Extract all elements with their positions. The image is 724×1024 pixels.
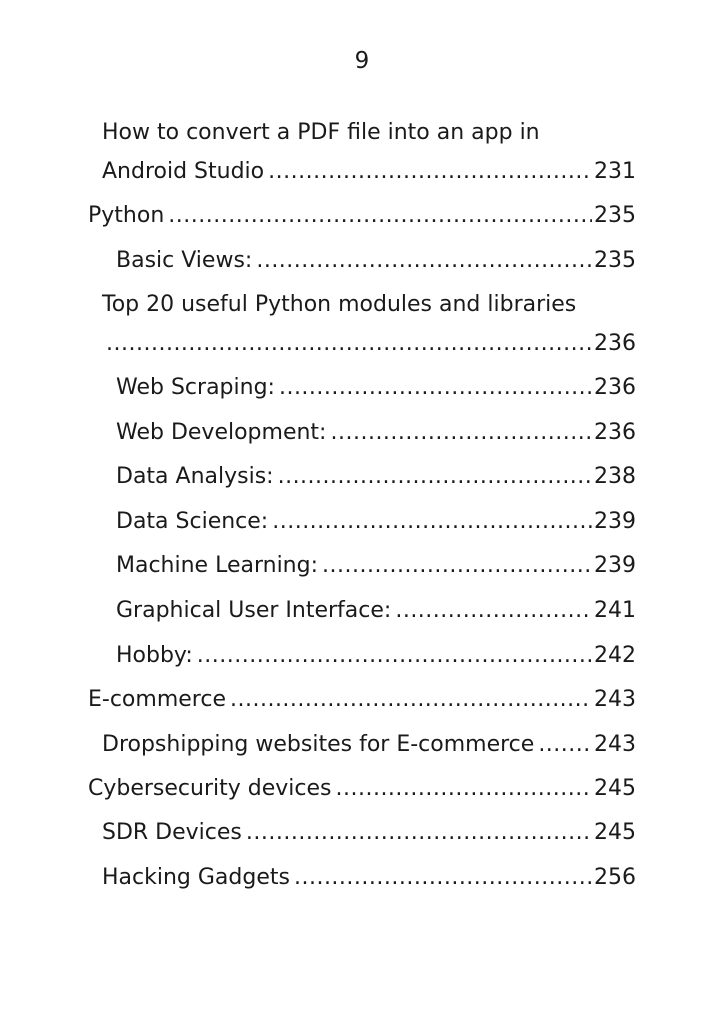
toc-dot-leader bbox=[538, 730, 592, 760]
toc-page-number: 239 bbox=[594, 509, 636, 534]
toc-dot-leader bbox=[230, 685, 592, 715]
toc-page-number: 236 bbox=[594, 420, 636, 445]
toc-entry[interactable]: Web Development: 236 bbox=[116, 418, 636, 448]
toc-page-number: 241 bbox=[594, 598, 636, 623]
toc-entry[interactable]: Dropshipping websites for E-commerce 243 bbox=[102, 730, 636, 760]
toc-page-number: 231 bbox=[594, 159, 636, 184]
toc-entry-title: Python bbox=[88, 203, 165, 228]
toc-dot-leader bbox=[268, 157, 592, 187]
toc-entry-title: Web Development: bbox=[116, 420, 327, 445]
toc-page-number: 236 bbox=[594, 375, 636, 400]
toc-entry[interactable]: Machine Learning: 239 bbox=[116, 551, 636, 581]
toc-entry-title: Dropshipping websites for E-commerce bbox=[102, 732, 535, 757]
toc-page-number: 243 bbox=[594, 732, 636, 757]
toc-dot-leader bbox=[279, 373, 592, 403]
toc-entry-title: Web Scraping: bbox=[116, 375, 275, 400]
toc-page-number: 235 bbox=[594, 248, 636, 273]
toc-dot-leader bbox=[294, 863, 592, 893]
toc-page-number: 239 bbox=[594, 553, 636, 578]
toc-page-number: 245 bbox=[594, 776, 636, 801]
toc-entry[interactable]: Basic Views: 235 bbox=[116, 246, 636, 276]
toc-page-number: 256 bbox=[594, 865, 636, 890]
toc-entry-title: SDR Devices bbox=[102, 820, 242, 845]
toc-entry[interactable]: Graphical User Interface: 241 bbox=[116, 596, 636, 626]
toc-entry-line1: How to convert a PDF file into an app in bbox=[102, 120, 540, 145]
toc-entry-title: Data Analysis: bbox=[116, 464, 274, 489]
toc-entry-title: Graphical User Interface: bbox=[116, 598, 392, 623]
toc-entry[interactable]: Hacking Gadgets 256 bbox=[102, 863, 636, 893]
toc-entry[interactable]: E-commerce 243 bbox=[88, 685, 636, 715]
toc-entry-title: Hobby: bbox=[116, 643, 193, 668]
toc-dot-leader bbox=[168, 201, 592, 231]
toc-page-number: 238 bbox=[594, 464, 636, 489]
toc-entry-line1: Top 20 useful Python modules and librari… bbox=[102, 292, 577, 317]
toc-entry-title: Cybersecurity devices bbox=[88, 776, 332, 801]
toc-entry-title: Android Studio bbox=[102, 159, 265, 184]
toc-page-number: 235 bbox=[594, 203, 636, 228]
toc-entry[interactable]: Hobby: 242 bbox=[116, 641, 636, 671]
toc-dot-leader bbox=[278, 462, 592, 492]
toc-entry-title: Machine Learning: bbox=[116, 553, 319, 578]
toc-dot-leader bbox=[197, 641, 592, 671]
toc-page-number: 243 bbox=[594, 687, 636, 712]
toc-dot-leader bbox=[272, 507, 592, 537]
toc-dot-leader bbox=[322, 551, 592, 581]
toc-entry[interactable]: Data Science: 239 bbox=[116, 507, 636, 537]
toc-dot-leader bbox=[335, 774, 592, 804]
toc-entry-title: Data Science: bbox=[116, 509, 269, 534]
toc-entry[interactable]: 236 bbox=[106, 329, 636, 359]
toc-entry[interactable]: Android Studio 231 bbox=[102, 157, 636, 187]
toc-entry-title: Hacking Gadgets bbox=[102, 865, 290, 890]
toc-entry-title: E-commerce bbox=[88, 687, 226, 712]
toc-entry-title: Basic Views: bbox=[116, 248, 253, 273]
toc-entry[interactable]: Web Scraping: 236 bbox=[116, 373, 636, 403]
toc-dot-leader bbox=[106, 329, 592, 359]
toc-entry[interactable]: Python 235 bbox=[88, 201, 636, 231]
toc-entry[interactable]: SDR Devices 245 bbox=[102, 818, 636, 848]
toc-page-number: 245 bbox=[594, 820, 636, 845]
toc-entry[interactable]: Cybersecurity devices 245 bbox=[88, 774, 636, 804]
toc-page-number: 242 bbox=[594, 643, 636, 668]
toc-entry[interactable]: Data Analysis: 238 bbox=[116, 462, 636, 492]
page-number: 9 bbox=[354, 48, 370, 74]
toc-page-number: 236 bbox=[594, 331, 636, 356]
toc-dot-leader bbox=[246, 818, 592, 848]
toc-dot-leader bbox=[330, 418, 592, 448]
toc-dot-leader bbox=[395, 596, 592, 626]
toc-dot-leader bbox=[256, 246, 592, 276]
